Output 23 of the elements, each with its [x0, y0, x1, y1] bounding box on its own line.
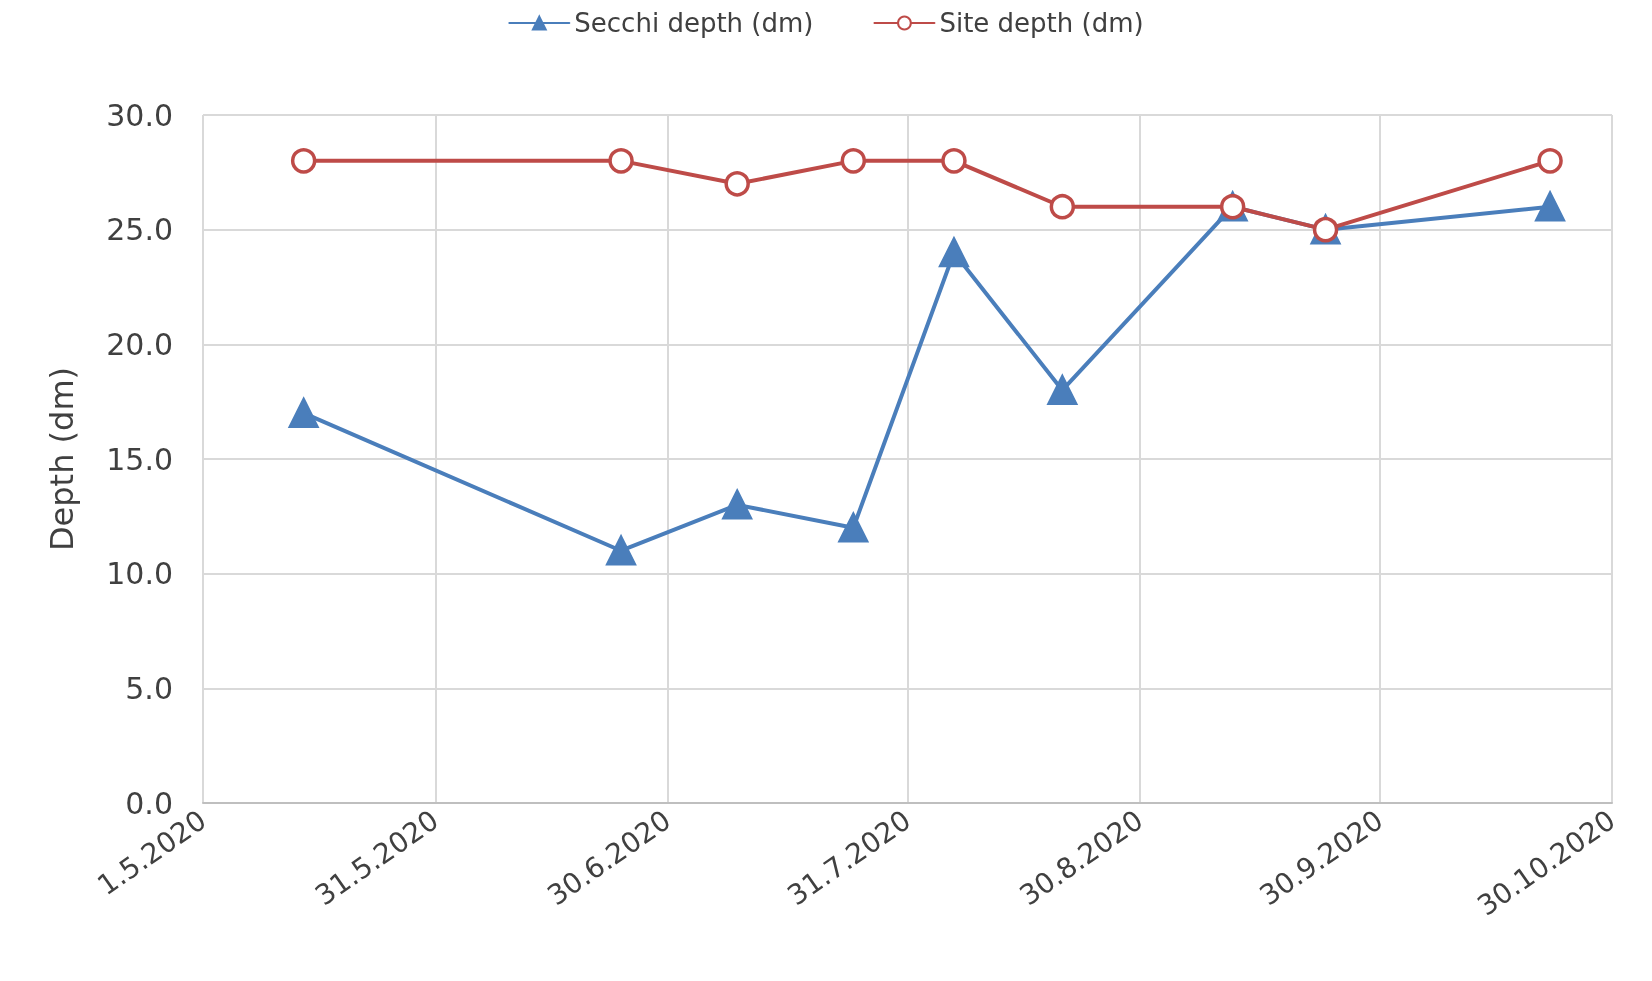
point [724, 171, 750, 197]
point [838, 513, 869, 543]
point [1535, 191, 1565, 222]
point [840, 148, 867, 174]
legend-label: Secchi depth (dm) [574, 8, 814, 38]
legend-label: Site depth (dm) [939, 8, 1144, 38]
y-tick-label: 20.0 [106, 326, 173, 362]
y-axis-title: Depth (dm) [43, 366, 81, 552]
point [938, 235, 970, 268]
point [608, 148, 634, 174]
y-tick-label: 10.0 [106, 556, 173, 592]
y-tick-label: 5.0 [125, 670, 173, 706]
point [288, 398, 319, 428]
point [1049, 193, 1076, 220]
point [1047, 375, 1078, 405]
point [1537, 148, 1563, 174]
point [941, 148, 967, 174]
point [722, 490, 752, 520]
y-tick-label: 25.0 [106, 212, 173, 248]
point [605, 533, 637, 566]
point [290, 148, 317, 174]
y-tick-label: 30.0 [106, 97, 173, 133]
y-tick-label: 15.0 [106, 441, 173, 477]
